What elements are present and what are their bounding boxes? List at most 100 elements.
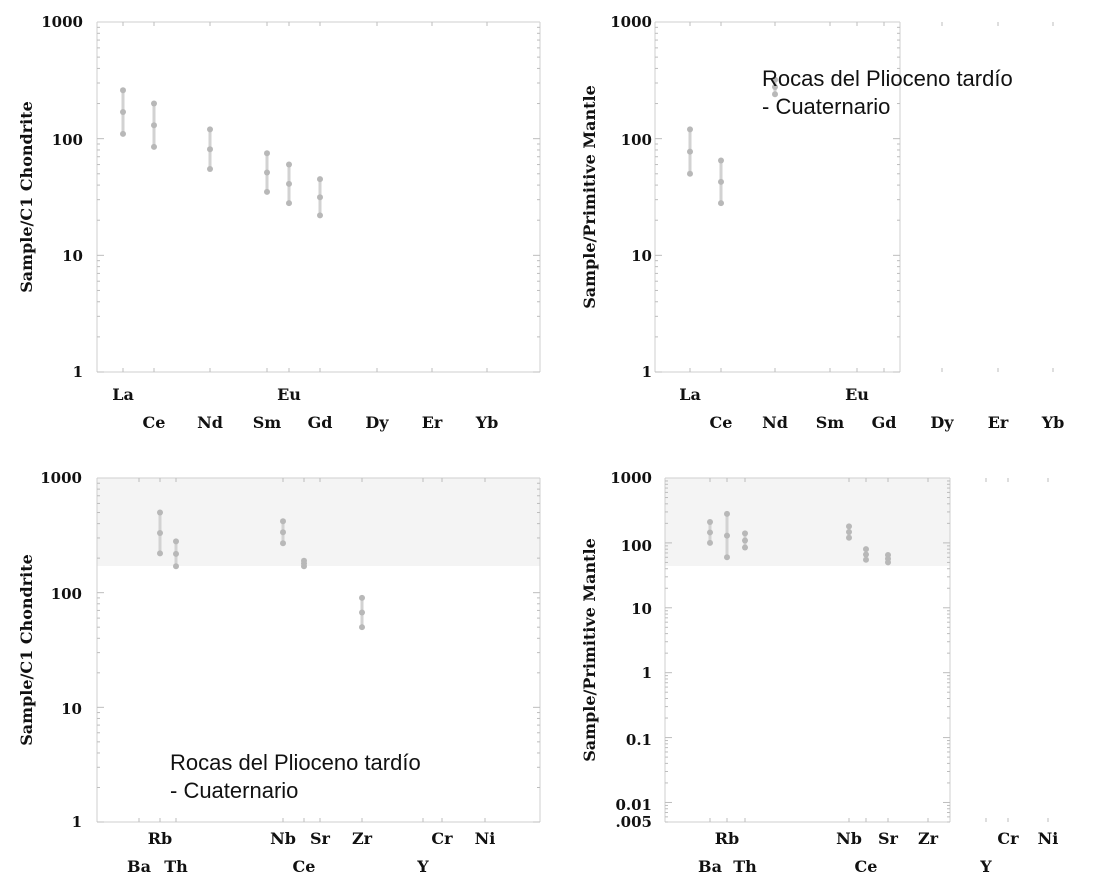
data-point-gd xyxy=(317,194,323,201)
x-tick-label-ni: Ni xyxy=(475,829,496,848)
chart-panel-3: 1000 100 10 1 Sample/C1 Chondrite Rb Nb Sr Zr Cr N… xyxy=(17,469,541,876)
data-point-th xyxy=(173,563,179,570)
data-point-nb xyxy=(280,529,286,536)
data-point-sm xyxy=(264,150,270,157)
data-point-nb xyxy=(846,529,852,536)
y-axis-label: Sample/C1 Chondrite xyxy=(17,101,36,293)
data-point-rb xyxy=(724,532,730,539)
data-point-th xyxy=(742,530,748,537)
data-point-la xyxy=(120,109,126,116)
y-tick-label: .005 xyxy=(615,813,652,831)
data-point-ce xyxy=(151,100,157,107)
data-point-la xyxy=(120,130,126,137)
chart-panel-1: 1000 100 10 1 Sample/C1 Chondrite La Eu Ce Nd Sm G… xyxy=(17,13,541,432)
x-tick-label-ni: Ni xyxy=(1038,829,1059,848)
x-tick-label-nb: Nb xyxy=(270,829,296,848)
x-tick-label-ce: Ce xyxy=(855,857,878,876)
x-tick-label-y: Y xyxy=(416,857,429,876)
data-point-ce xyxy=(151,143,157,150)
data-point-nd xyxy=(772,84,778,91)
data-point-ce xyxy=(863,546,869,553)
data-point-zr xyxy=(359,594,365,601)
y-tick-label: 10 xyxy=(631,247,652,265)
data-point-zr xyxy=(359,609,365,616)
data-point-ce xyxy=(718,157,724,164)
x-tick-label-th: Th xyxy=(733,857,757,876)
y-tick-label: 10 xyxy=(61,700,82,718)
y-tick-label: 100 xyxy=(621,131,652,149)
data-point-nd xyxy=(207,126,213,133)
data-point-sr xyxy=(885,552,891,559)
data-point-ce xyxy=(718,178,724,185)
x-tick-label-gd: Gd xyxy=(308,413,333,432)
data-point-ba xyxy=(707,539,713,546)
x-tick-label-cr: Cr xyxy=(431,829,453,848)
y-axis-label: Sample/Primitive Mantle xyxy=(580,538,599,762)
y-tick-label: 10 xyxy=(62,247,83,265)
x-tick-label-er: Er xyxy=(422,413,443,432)
data-point-ce xyxy=(151,122,157,129)
y-tick-label: 100 xyxy=(52,131,83,149)
data-point-ba xyxy=(707,518,713,525)
x-tick-label-th: Th xyxy=(164,857,188,876)
y-axis-label: Sample/C1 Chondrite xyxy=(17,554,36,746)
data-point-nb xyxy=(846,534,852,541)
y-tick-label: 100 xyxy=(51,585,82,603)
data-point-th xyxy=(742,537,748,544)
data-point-ce xyxy=(301,557,307,564)
x-tick-label-rb: Rb xyxy=(715,829,739,848)
data-point-la xyxy=(120,87,126,94)
x-tick-label-sm: Sm xyxy=(816,413,845,432)
x-tick-label-nd: Nd xyxy=(762,413,788,432)
data-point-nb xyxy=(280,540,286,547)
data-point-nb xyxy=(846,523,852,530)
data-point-gd xyxy=(317,176,323,183)
x-tick-label-nd: Nd xyxy=(197,413,223,432)
data-point-rb xyxy=(157,529,163,536)
y-tick-label: 1 xyxy=(642,664,652,682)
x-tick-label-dy: Dy xyxy=(365,413,389,432)
x-tick-label-sr: Sr xyxy=(878,829,899,848)
data-point-nb xyxy=(280,518,286,525)
data-point-nd xyxy=(207,146,213,153)
data-point-nd xyxy=(207,165,213,172)
y-tick-label: 0.1 xyxy=(626,731,652,749)
y-tick-label: 0.01 xyxy=(615,796,652,814)
x-tick-label-er: Er xyxy=(988,413,1009,432)
x-tick-label-ce: Ce xyxy=(293,857,316,876)
data-point-rb xyxy=(724,510,730,517)
chart-annotation: Rocas del Plioceno tardío - Cuaternario xyxy=(762,66,1013,119)
x-tick-label-nb: Nb xyxy=(836,829,862,848)
data-point-ce xyxy=(718,200,724,207)
data-point-ce xyxy=(863,551,869,558)
data-point-sm xyxy=(264,188,270,195)
data-point-th xyxy=(742,544,748,551)
data-point-rb xyxy=(157,509,163,516)
chart-panel-2: 1000 100 10 1 Sample/Primitive Mantle La Eu Ce N… xyxy=(580,13,1064,432)
y-tick-label: 1 xyxy=(73,363,83,381)
x-tick-label-sr: Sr xyxy=(310,829,331,848)
y-tick-label: 1000 xyxy=(610,13,652,31)
x-tick-label-la: La xyxy=(112,385,134,404)
data-point-th xyxy=(173,538,179,545)
x-tick-label-sm: Sm xyxy=(253,413,282,432)
y-tick-label: 1 xyxy=(72,813,82,831)
data-point-th xyxy=(173,550,179,557)
data-point-la xyxy=(687,126,693,133)
x-tick-label-dy: Dy xyxy=(930,413,954,432)
data-point-eu xyxy=(286,200,292,207)
x-tick-label-la: La xyxy=(679,385,701,404)
x-tick-label-yb: Yb xyxy=(1041,413,1065,432)
data-point-sm xyxy=(264,169,270,176)
y-tick-label: 1000 xyxy=(41,13,83,31)
data-point-la xyxy=(687,148,693,155)
data-point-nd xyxy=(772,91,778,98)
x-tick-label-yb: Yb xyxy=(475,413,499,432)
data-point-gd xyxy=(317,212,323,219)
y-tick-label: 100 xyxy=(621,537,652,555)
y-tick-label: 1 xyxy=(642,363,652,381)
x-tick-label-y: Y xyxy=(979,857,992,876)
chart-panel-4: 1000 100 10 1 0.1 0.01.005 Sample/Primitive Ma… xyxy=(580,469,1058,876)
x-tick-label-eu: Eu xyxy=(277,385,301,404)
